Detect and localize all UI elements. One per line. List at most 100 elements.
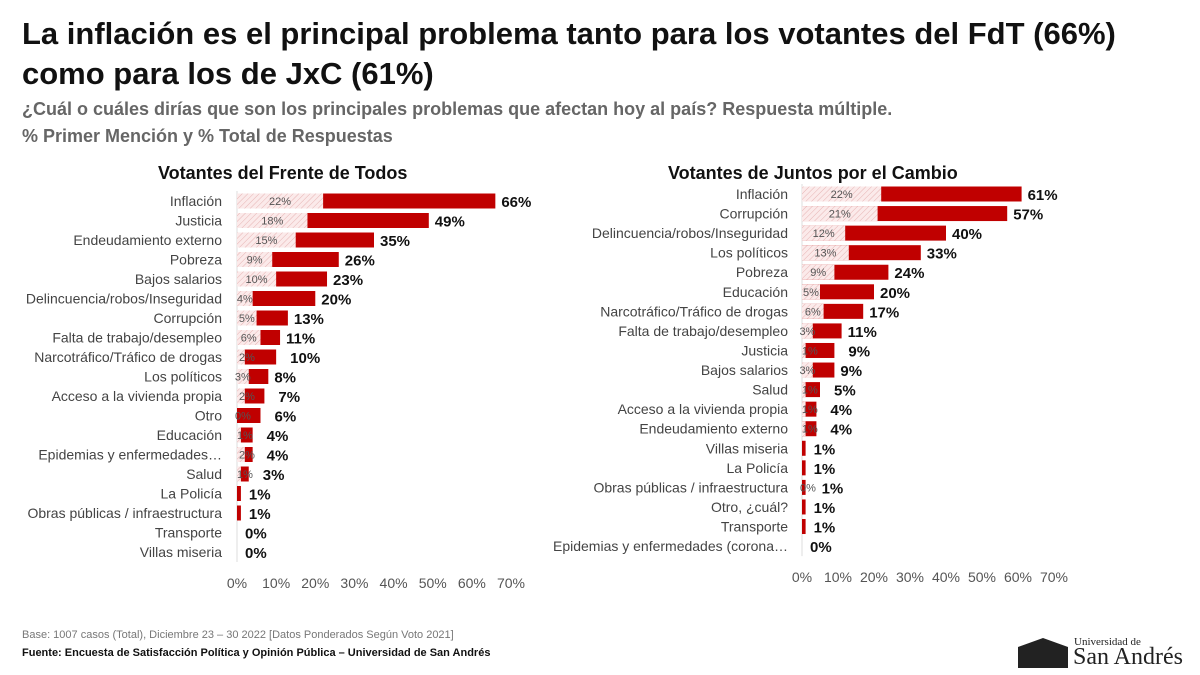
total-label: 1% [814, 441, 836, 458]
category-label: Educación [723, 284, 788, 300]
first-mention-label: 1% [802, 345, 818, 357]
total-label: 6% [274, 409, 296, 426]
page-title: La inflación es el principal problema ta… [22, 16, 1116, 91]
question: ¿Cuál o cuáles dirías que son los princi… [22, 99, 893, 119]
category-label: Transporte [721, 519, 788, 535]
total-label: 4% [267, 448, 289, 465]
total-label: 17% [869, 304, 899, 321]
bar-first-mention [802, 186, 882, 202]
total-label: 1% [249, 487, 271, 504]
x-tick-label: 30% [340, 575, 368, 591]
first-mention-label: 6% [805, 306, 821, 318]
category-label: Villas miseria [706, 440, 788, 456]
category-label: Pobreza [736, 264, 788, 280]
first-mention-label: 4% [237, 294, 253, 306]
total-label: 35% [380, 233, 410, 250]
first-mention-label: 22% [269, 196, 291, 208]
category-label: La Policía [161, 486, 223, 502]
first-mention-label: 9% [810, 267, 826, 279]
bar-total [237, 408, 261, 423]
category-label: Epidemias y enfermedades… [38, 447, 222, 463]
category-label: Justicia [175, 213, 222, 229]
first-mention-label: 10% [246, 274, 268, 286]
bar-total [802, 342, 835, 358]
bar-total [237, 466, 249, 482]
category-label: Transporte [155, 525, 222, 541]
category-label: La Policía [727, 460, 789, 476]
bar-first-mention [802, 206, 878, 222]
bar-total [802, 460, 806, 476]
x-tick-label: 70% [1040, 569, 1068, 585]
first-mention-label: 12% [813, 228, 835, 240]
x-tick-label: 60% [458, 575, 486, 591]
total-label: 0% [245, 526, 267, 543]
category-label: Villas miseria [140, 544, 222, 560]
category-label: Obras públicas / infraestructura [593, 479, 788, 495]
bar-first-mention [237, 213, 308, 228]
first-mention-label: 21% [829, 209, 851, 221]
subtitle: ¿Cuál o cuáles dirías que son los princi… [22, 96, 892, 150]
category-label: Narcotráfico/Tráfico de drogas [600, 303, 788, 319]
bar-total [802, 519, 806, 535]
category-label: Falta de trabajo/desempleo [618, 323, 788, 339]
category-label: Delincuencia/robos/Inseguridad [592, 225, 788, 241]
first-mention-label: 0% [235, 411, 251, 423]
first-mention-label: 2% [239, 450, 255, 462]
first-mention-label: 9% [247, 255, 263, 267]
bar-first-mention [237, 388, 245, 404]
first-mention-label: 2% [239, 391, 255, 403]
category-label: Corrupción [154, 310, 222, 326]
bar-total [237, 486, 241, 501]
first-mention-label: 5% [803, 287, 819, 299]
category-label: Acceso a la vivienda propia [52, 388, 223, 404]
x-tick-label: 0% [227, 575, 247, 591]
legend-note: % Primer Mención y % Total de Respuestas [22, 126, 393, 146]
total-label: 9% [848, 343, 870, 360]
total-label: 9% [840, 363, 862, 380]
bar-first-mention [237, 291, 253, 306]
total-label: 4% [830, 402, 852, 419]
first-mention-label: 1% [802, 385, 818, 397]
x-tick-label: 50% [968, 569, 996, 585]
total-label: 11% [286, 331, 315, 348]
bar-first-mention [802, 245, 849, 261]
category-label: Bajos salarios [135, 271, 222, 287]
crest-icon [1018, 638, 1068, 668]
bar-first-mention [802, 264, 835, 280]
chart-title-jxc: Votantes de Juntos por el Cambio [668, 163, 958, 183]
bar-first-mention [237, 271, 277, 287]
footer-base: Base: 1007 casos (Total), Diciembre 23 –… [22, 629, 454, 641]
category-label: Corrupción [720, 206, 788, 222]
total-label: 40% [952, 226, 982, 243]
category-label: Justicia [741, 342, 788, 358]
bar-first-mention [802, 284, 820, 300]
total-label: 61% [1028, 187, 1058, 204]
bar-first-mention [802, 382, 806, 398]
x-tick-label: 50% [419, 575, 447, 591]
category-label: Acceso a la vivienda propia [618, 401, 789, 417]
first-mention-label: 3% [799, 365, 815, 377]
bar-first-mention [237, 252, 273, 267]
chart-title-fdt: Votantes del Frente de Todos [158, 163, 408, 183]
bar-total [802, 499, 806, 515]
x-tick-label: 70% [497, 575, 525, 591]
x-tick-label: 40% [932, 569, 960, 585]
bar-first-mention [237, 466, 241, 482]
category-label: Obras públicas / infraestructura [27, 505, 222, 521]
bar-total [802, 382, 820, 398]
first-mention-label: 1% [802, 404, 818, 416]
first-mention-label: 1% [237, 469, 253, 481]
total-label: 1% [814, 520, 836, 537]
category-label: Epidemias y enfermedades (corona… [553, 538, 788, 554]
bar-first-mention [802, 342, 806, 358]
category-label: Endeudamiento externo [639, 421, 788, 437]
x-tick-label: 20% [860, 569, 888, 585]
category-label: Pobreza [170, 252, 222, 268]
total-label: 13% [294, 311, 324, 328]
bar-first-mention [802, 421, 806, 437]
x-tick-label: 40% [380, 575, 408, 591]
university-logo: Universidad de San Andrés [1018, 636, 1198, 670]
bar-first-mention [237, 232, 296, 248]
bar-first-mention [237, 310, 257, 326]
total-label: 11% [848, 324, 877, 341]
